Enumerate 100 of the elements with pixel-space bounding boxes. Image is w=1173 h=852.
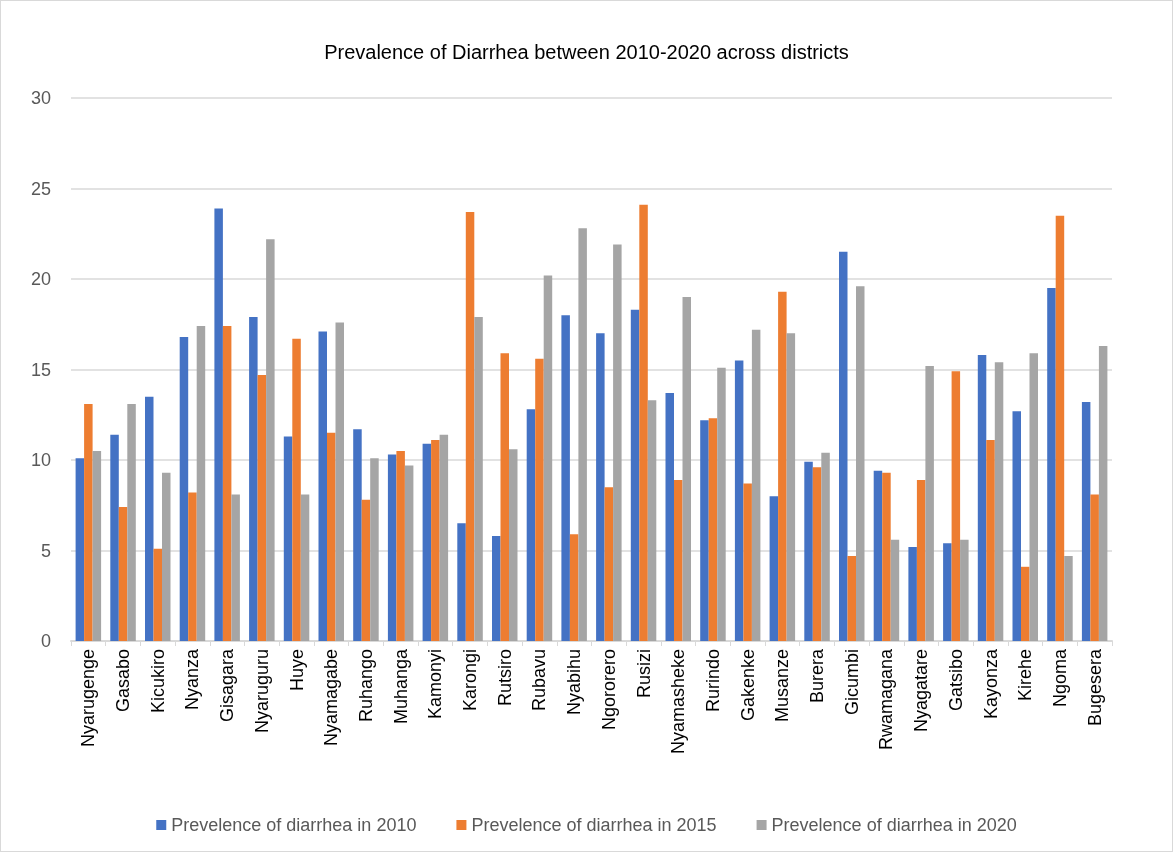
bar: [387, 454, 397, 641]
bar: [856, 286, 865, 641]
bar: [908, 546, 917, 641]
bar: [543, 275, 553, 641]
bar: [370, 458, 379, 641]
bar: [751, 329, 761, 641]
y-tick-label: 30: [30, 88, 51, 108]
bar: [613, 244, 622, 641]
x-tick-label: Gakenke: [737, 649, 758, 722]
bar: [665, 393, 674, 641]
x-tick-label: Nyagatare: [911, 649, 932, 733]
bar: [630, 309, 640, 641]
x-tick-label: Rubavu: [529, 649, 550, 712]
bar: [769, 496, 779, 641]
bar: [994, 362, 1004, 641]
bar: [283, 436, 293, 641]
bar: [84, 403, 93, 641]
bar: [960, 539, 969, 641]
x-tick-label: Huye: [286, 649, 307, 692]
bar: [951, 371, 961, 641]
bar: [1047, 288, 1056, 641]
bar: [682, 297, 691, 641]
bar: [231, 494, 240, 641]
bar: [404, 465, 414, 641]
bar: [465, 212, 475, 641]
legend-label: Prevelence of diarrhea in 2020: [771, 815, 1017, 835]
bar: [335, 322, 344, 641]
bar: [1055, 215, 1065, 641]
legend-label: Prevelence of diarrhea in 2015: [471, 815, 717, 835]
bar: [526, 409, 536, 641]
x-tick-label: Nyabihu: [564, 649, 585, 716]
bar: [717, 367, 726, 641]
bar: [179, 336, 189, 641]
bar: [439, 434, 449, 641]
chart-title: Prevalence of Diarrhea between 2010-2020 across districts: [324, 41, 849, 63]
x-tick-label: Ruhango: [355, 649, 376, 723]
y-tick-label: 20: [30, 269, 51, 289]
bar: [1021, 566, 1030, 641]
bar: [474, 317, 483, 641]
bar: [196, 326, 206, 641]
bar: [1012, 411, 1021, 641]
bar: [1081, 402, 1091, 641]
bar: [986, 440, 995, 641]
bar: [75, 458, 85, 641]
bar: [916, 479, 926, 641]
bar: [639, 204, 648, 641]
bar: [1098, 345, 1108, 641]
bar: [1064, 555, 1073, 641]
bar: [943, 543, 952, 641]
x-tick-label: Kirehe: [1015, 649, 1036, 702]
bar: [786, 333, 796, 641]
x-tick-label: Rusizi: [633, 649, 654, 699]
bar: [188, 492, 197, 641]
bar: [743, 483, 752, 641]
bar: [578, 228, 587, 641]
bar: [804, 461, 813, 641]
x-tick-label: Kamonyi: [425, 649, 446, 720]
x-tick-label: Burera: [807, 648, 828, 704]
x-tick-label: Rutsiro: [494, 649, 515, 707]
bar: [292, 338, 301, 641]
x-tick-label: Rurindo: [702, 649, 723, 713]
bar: [535, 358, 544, 641]
bar: [708, 418, 718, 641]
bar: [925, 365, 934, 641]
x-tick-label: Nyaruguru: [251, 649, 272, 734]
x-tick-label: Ngororero: [598, 649, 619, 731]
x-tick-label: Karongi: [460, 649, 481, 712]
bar: [422, 443, 432, 641]
bar: [873, 470, 883, 641]
bar: [361, 499, 371, 641]
bar: [882, 472, 891, 641]
bar: [561, 315, 570, 641]
bar: [812, 467, 822, 641]
bar: [500, 353, 509, 641]
bar: [110, 434, 119, 641]
x-tick-label: Kicukiro: [147, 649, 168, 714]
x-tick-label: Muhanga: [390, 648, 411, 725]
y-tick-label: 15: [30, 359, 51, 380]
y-tick-label: 25: [30, 178, 51, 199]
bar: [162, 472, 171, 641]
bar: [647, 400, 657, 641]
bar: [1029, 353, 1038, 641]
bar: [257, 374, 267, 641]
y-tick-label: 5: [40, 540, 51, 561]
bar: [977, 355, 987, 641]
bar: [509, 449, 518, 641]
bar: [353, 429, 362, 641]
bar: [153, 548, 162, 641]
x-tick-label: Rwamagana: [876, 648, 897, 751]
bar: [839, 251, 848, 641]
bar: [778, 291, 787, 641]
bar: [492, 536, 501, 641]
bar: [92, 450, 102, 641]
x-tick-label: Musanze: [772, 649, 793, 723]
x-tick-label: Nyamagabe: [321, 649, 342, 747]
y-tick-label: 10: [30, 450, 51, 470]
bar: [700, 420, 709, 641]
legend-label: Prevelence of diarrhea in 2010: [171, 815, 417, 835]
bar: [118, 507, 128, 641]
bar: [222, 326, 232, 641]
